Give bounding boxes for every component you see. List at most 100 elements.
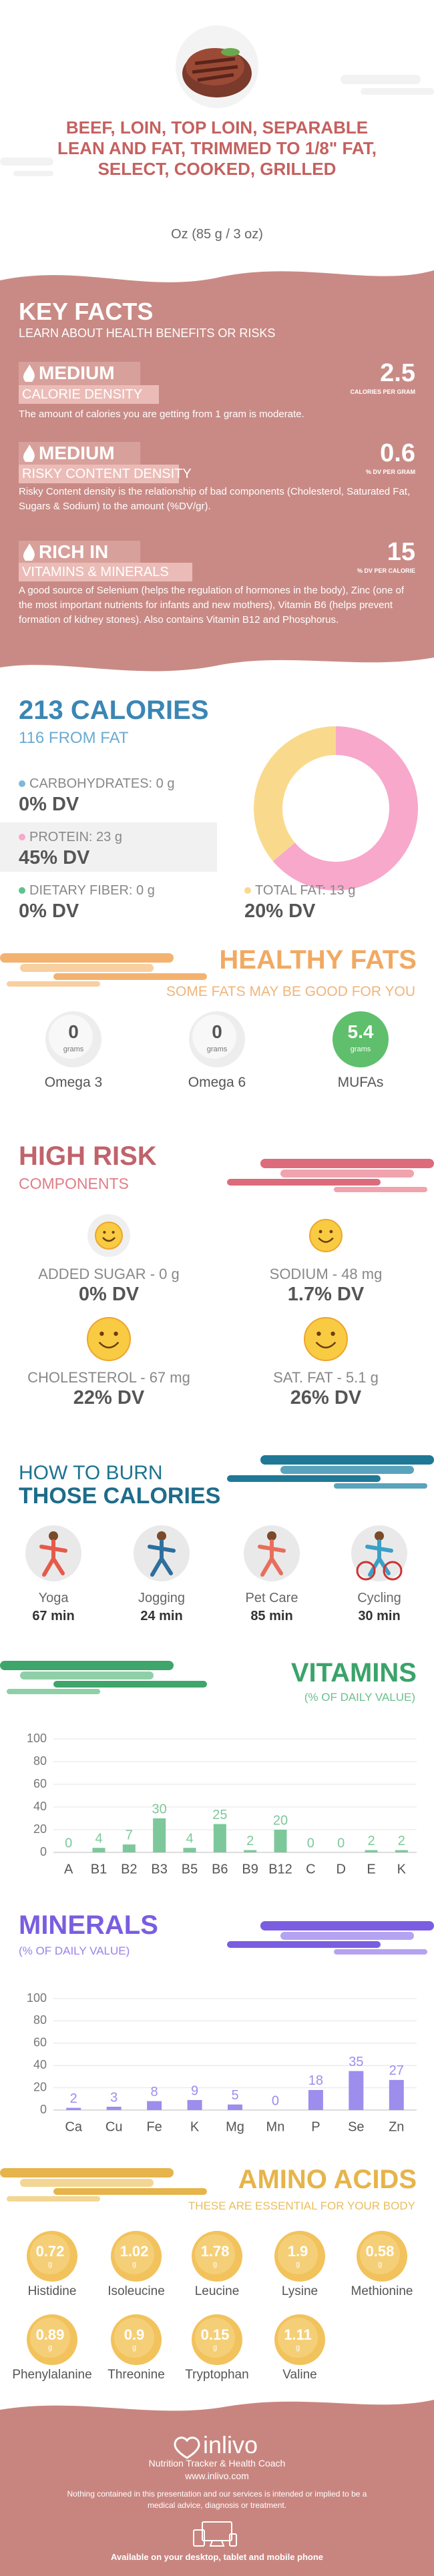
value-label: 5 xyxy=(231,2088,238,2103)
value-label: 25 xyxy=(212,1808,227,1822)
fat-unit: grams xyxy=(350,1045,371,1053)
smiley-eye xyxy=(329,1230,333,1234)
value-label: 7 xyxy=(126,1828,133,1842)
x-tick-label: P xyxy=(311,2119,320,2134)
stripe xyxy=(20,2179,154,2187)
label-box xyxy=(19,465,179,483)
stripe xyxy=(260,1455,434,1465)
bar xyxy=(389,2079,404,2110)
fat-circle-inner xyxy=(49,1015,93,1059)
stripe xyxy=(20,1671,154,1680)
amino-name: Tryptophan xyxy=(185,2368,249,2382)
level-box xyxy=(19,541,140,565)
amino-unit: g xyxy=(212,2344,218,2352)
fat-unit: grams xyxy=(63,1045,84,1053)
section-subtitle: THESE ARE ESSENTIAL FOR YOUR BODY xyxy=(188,2200,415,2212)
stripe xyxy=(280,1932,414,1940)
macro-dv: 20% DV xyxy=(244,900,316,922)
amino-circle-inner xyxy=(114,2318,154,2358)
value-label: 4 xyxy=(186,1831,193,1846)
x-tick-label: K xyxy=(190,2119,200,2134)
x-tick-label: Se xyxy=(348,2119,364,2134)
amino-amount: 1.11 xyxy=(284,2326,312,2343)
risk-dv: 26% DV xyxy=(290,1387,362,1408)
level-icon xyxy=(23,543,35,561)
chart-subtitle: (% OF DAILY VALUE) xyxy=(19,1945,130,1957)
smiley xyxy=(304,1317,348,1361)
fat-name: Omega 3 xyxy=(44,1075,103,1090)
decor-stripes xyxy=(0,2168,207,2202)
fact-label: CALORIE DENSITY xyxy=(22,387,143,402)
bar xyxy=(228,2104,242,2110)
fat-amount: 0 xyxy=(68,1021,79,1042)
x-tick-label: B12 xyxy=(268,1862,292,1876)
decor-stripes xyxy=(227,1159,434,1192)
amino-unit: g xyxy=(295,2344,300,2352)
bar xyxy=(106,2106,122,2110)
x-tick-label: Cu xyxy=(105,2119,123,2134)
amino-amount: 1.78 xyxy=(200,2243,230,2260)
fat-amount: 5.4 xyxy=(347,1021,374,1042)
fact-label: RISKY CONTENT DENSITY xyxy=(22,467,192,481)
macro-label: PROTEIN: 23 g xyxy=(29,830,122,844)
activity-time: 24 min xyxy=(140,1609,183,1623)
fat-amount: 0 xyxy=(212,1021,222,1042)
bar xyxy=(395,1850,408,1852)
value-label: 27 xyxy=(389,2063,404,2078)
brand-logo xyxy=(174,2436,200,2459)
stripe xyxy=(53,973,207,980)
stripe xyxy=(7,981,100,987)
chart-title: MINERALS xyxy=(19,1910,158,1940)
bar xyxy=(213,1824,226,1852)
amino-unit: g xyxy=(132,2260,137,2268)
highlight-band xyxy=(0,822,217,872)
x-tick-label: Zn xyxy=(389,2119,404,2134)
calories-title: 213 CALORIES xyxy=(19,696,209,725)
x-tick-label: B9 xyxy=(242,1862,258,1876)
stripe xyxy=(334,1187,427,1192)
smiley-mouth xyxy=(318,1237,334,1243)
fact-value: 0.6 xyxy=(380,439,415,467)
y-tick-label: 80 xyxy=(33,2013,47,2027)
figure-body xyxy=(39,1539,67,1577)
value-label: 35 xyxy=(349,2055,363,2069)
serving-size: Oz (85 g / 3 oz) xyxy=(171,227,263,242)
fact-unit: CALORIES PER GRAM xyxy=(350,389,415,395)
legend-dot xyxy=(19,780,25,787)
figure-head xyxy=(157,1531,166,1541)
section-title: THOSE CALORIES xyxy=(19,1483,221,1509)
bar xyxy=(66,2107,81,2110)
stripe xyxy=(7,1689,100,1694)
fact-label: VITAMINS & MINERALS xyxy=(22,565,169,579)
fact-description: A good source of Selenium (helps the reg… xyxy=(19,585,405,625)
amino-name: Phenylalanine xyxy=(12,2368,92,2382)
donut-segment xyxy=(253,726,336,862)
section-title: HOW TO BURN xyxy=(19,1462,163,1484)
x-tick-label: B1 xyxy=(91,1862,107,1876)
amino-circle-inner xyxy=(30,2318,70,2358)
bar xyxy=(274,1830,287,1852)
chart-subtitle: (% OF DAILY VALUE) xyxy=(304,1691,415,1704)
amino-unit: g xyxy=(47,2344,53,2352)
amino-unit: g xyxy=(132,2344,137,2352)
amino-circle-inner xyxy=(114,2234,154,2274)
stripe xyxy=(260,1921,434,1930)
amino-amount: 0.9 xyxy=(124,2326,145,2343)
decor xyxy=(0,75,434,176)
amino-unit: g xyxy=(377,2260,383,2268)
amino-circle-inner xyxy=(30,2234,70,2274)
risk-label: SAT. FAT - 5.1 g xyxy=(273,1369,379,1386)
macro-dv: 45% DV xyxy=(19,847,90,868)
activity-name: Cycling xyxy=(357,1591,401,1605)
monitor xyxy=(202,2521,232,2541)
stripe xyxy=(334,1483,427,1489)
decor-stripes xyxy=(0,953,207,987)
y-tick-label: 60 xyxy=(33,2036,47,2049)
bar xyxy=(92,1848,105,1852)
smiley xyxy=(309,1219,343,1252)
bar xyxy=(349,2071,364,2110)
section-title: HEALTHY FATS xyxy=(219,945,417,975)
phone xyxy=(229,2533,237,2547)
